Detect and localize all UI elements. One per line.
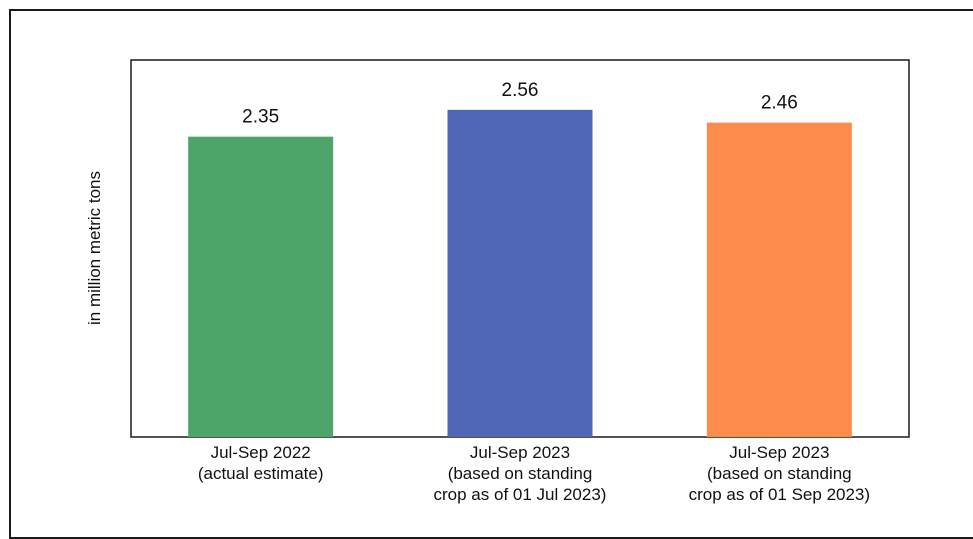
y-axis-label: in million metric tons [85,171,104,325]
x-tick-label-3-line-3: crop as of 01 Sep 2023) [689,485,870,504]
bar-3 [706,122,852,438]
x-tick-label-3-line-2: (based on standing [707,464,852,483]
x-tick-label-1-line-2: (actual estimate) [198,464,324,483]
x-tick-label-3-line-1: Jul-Sep 2023 [729,443,829,462]
value-label-3: 2.46 [761,93,798,114]
x-tick-label-1: Jul-Sep 2022 (actual estimate) [198,443,324,483]
value-label-2: 2.56 [502,80,539,101]
bars-group [188,109,852,438]
x-tick-label-2-line-2: (based on standing [448,464,593,483]
x-tick-label-2-line-1: Jul-Sep 2023 [470,443,570,462]
value-label-1: 2.35 [242,107,279,128]
x-tick-label-3: Jul-Sep 2023 (based on standing crop as of… [689,443,870,504]
value-labels-group: 2.35 2.56 2.46 [242,80,798,128]
x-tick-labels-group: Jul-Sep 2022 (actual estimate)Jul-Sep 202… [198,443,870,504]
x-tick-label-2-line-3: crop as of 01 Jul 2023) [434,485,607,504]
bar-1 [188,136,334,437]
x-tick-label-2: Jul-Sep 2023 (based on standing crop as of… [434,443,607,504]
bar-chart: in million metric tons 2.35 2.56 2.46 Jul-… [85,59,910,504]
x-tick-label-1-line-1: Jul-Sep 2022 [211,443,311,462]
bar-2 [447,109,593,438]
